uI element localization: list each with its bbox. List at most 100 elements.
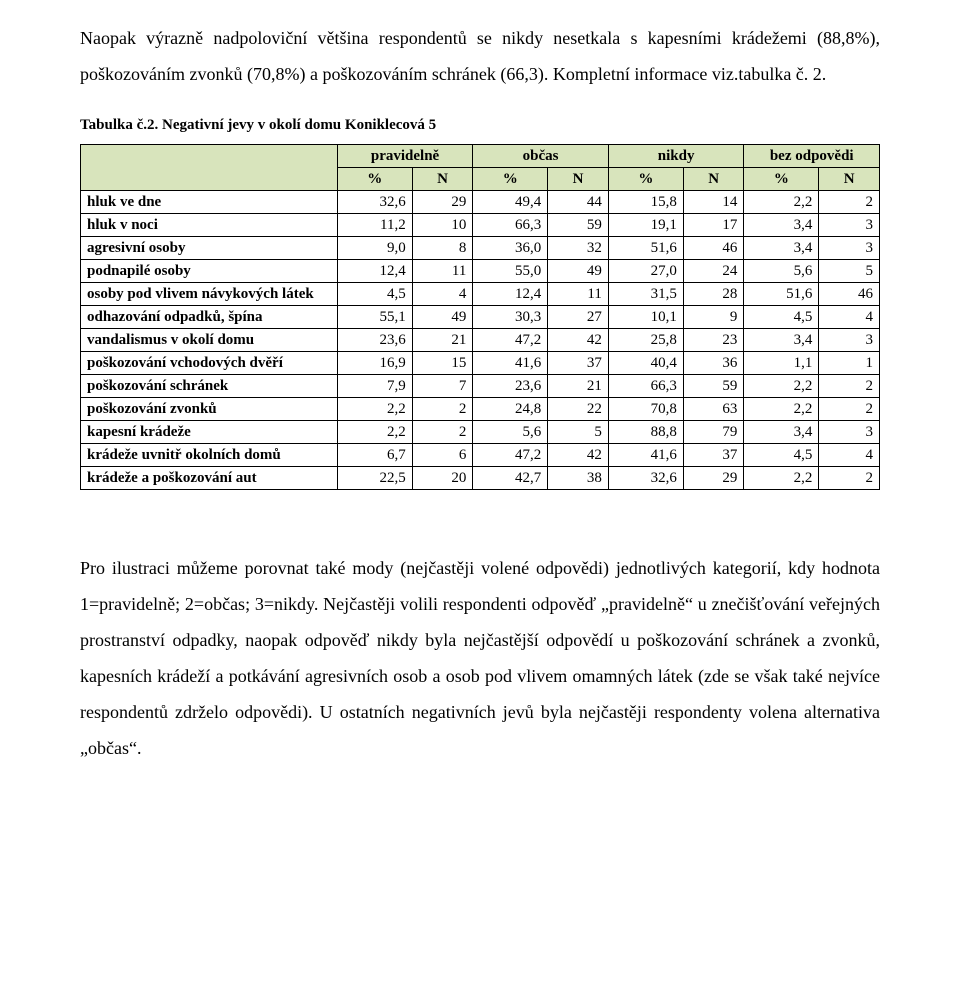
cell-value: 9 xyxy=(683,305,744,328)
row-label: hluk v noci xyxy=(81,213,338,236)
header-sub-6: % xyxy=(744,167,819,190)
row-label: poškozování vchodových dvěří xyxy=(81,351,338,374)
cell-value: 42 xyxy=(548,328,609,351)
cell-value: 12,4 xyxy=(473,282,548,305)
row-label: krádeže uvnitř okolních domů xyxy=(81,443,338,466)
cell-value: 2 xyxy=(819,466,880,489)
cell-value: 27,0 xyxy=(608,259,683,282)
cell-value: 47,2 xyxy=(473,443,548,466)
cell-value: 3 xyxy=(819,420,880,443)
cell-value: 24,8 xyxy=(473,397,548,420)
table-row: krádeže a poškozování aut22,52042,73832,… xyxy=(81,466,880,489)
cell-value: 40,4 xyxy=(608,351,683,374)
header-sub-1: N xyxy=(412,167,473,190)
table-row: poškozování zvonků2,2224,82270,8632,22 xyxy=(81,397,880,420)
cell-value: 6,7 xyxy=(337,443,412,466)
cell-value: 29 xyxy=(412,190,473,213)
cell-value: 16,9 xyxy=(337,351,412,374)
cell-value: 70,8 xyxy=(608,397,683,420)
header-sub-0: % xyxy=(337,167,412,190)
cell-value: 22,5 xyxy=(337,466,412,489)
row-label: podnapilé osoby xyxy=(81,259,338,282)
cell-value: 14 xyxy=(683,190,744,213)
row-label: odhazování odpadků, špína xyxy=(81,305,338,328)
cell-value: 23 xyxy=(683,328,744,351)
cell-value: 49 xyxy=(548,259,609,282)
cell-value: 22 xyxy=(548,397,609,420)
cell-value: 3,4 xyxy=(744,328,819,351)
table-row: krádeže uvnitř okolních domů6,7647,24241… xyxy=(81,443,880,466)
cell-value: 19,1 xyxy=(608,213,683,236)
cell-value: 4,5 xyxy=(744,443,819,466)
header-sub-5: N xyxy=(683,167,744,190)
cell-value: 2,2 xyxy=(744,374,819,397)
cell-value: 59 xyxy=(683,374,744,397)
document-page: Naopak výrazně nadpoloviční většina resp… xyxy=(0,0,960,983)
cell-value: 5,6 xyxy=(744,259,819,282)
cell-value: 88,8 xyxy=(608,420,683,443)
table-row: hluk ve dne32,62949,44415,8142,22 xyxy=(81,190,880,213)
cell-value: 15,8 xyxy=(608,190,683,213)
cell-value: 66,3 xyxy=(473,213,548,236)
cell-value: 21 xyxy=(548,374,609,397)
cell-value: 11 xyxy=(548,282,609,305)
cell-value: 4,5 xyxy=(744,305,819,328)
cell-value: 30,3 xyxy=(473,305,548,328)
cell-value: 37 xyxy=(683,443,744,466)
cell-value: 4 xyxy=(819,305,880,328)
table-row: hluk v noci11,21066,35919,1173,43 xyxy=(81,213,880,236)
cell-value: 2 xyxy=(412,397,473,420)
header-group-1: občas xyxy=(473,144,609,167)
intro-paragraph: Naopak výrazně nadpoloviční většina resp… xyxy=(80,20,880,92)
cell-value: 4 xyxy=(819,443,880,466)
cell-value: 1,1 xyxy=(744,351,819,374)
table-row: osoby pod vlivem návykových látek4,5412,… xyxy=(81,282,880,305)
cell-value: 42 xyxy=(548,443,609,466)
cell-value: 2 xyxy=(412,420,473,443)
table-header-row-1: pravidelně občas nikdy bez odpovědi xyxy=(81,144,880,167)
cell-value: 21 xyxy=(412,328,473,351)
cell-value: 5,6 xyxy=(473,420,548,443)
cell-value: 38 xyxy=(548,466,609,489)
cell-value: 32,6 xyxy=(608,466,683,489)
cell-value: 27 xyxy=(548,305,609,328)
table-row: vandalismus v okolí domu23,62147,24225,8… xyxy=(81,328,880,351)
cell-value: 46 xyxy=(683,236,744,259)
cell-value: 42,7 xyxy=(473,466,548,489)
cell-value: 2 xyxy=(819,374,880,397)
cell-value: 6 xyxy=(412,443,473,466)
cell-value: 2,2 xyxy=(337,420,412,443)
header-sub-4: % xyxy=(608,167,683,190)
cell-value: 66,3 xyxy=(608,374,683,397)
row-label: poškozování schránek xyxy=(81,374,338,397)
header-sub-7: N xyxy=(819,167,880,190)
cell-value: 4,5 xyxy=(337,282,412,305)
outro-paragraph: Pro ilustraci můžeme porovnat také mody … xyxy=(80,550,880,766)
table-row: poškozování schránek7,9723,62166,3592,22 xyxy=(81,374,880,397)
cell-value: 2,2 xyxy=(744,466,819,489)
cell-value: 3 xyxy=(819,328,880,351)
cell-value: 2 xyxy=(819,397,880,420)
cell-value: 3,4 xyxy=(744,420,819,443)
cell-value: 51,6 xyxy=(608,236,683,259)
cell-value: 46 xyxy=(819,282,880,305)
cell-value: 29 xyxy=(683,466,744,489)
cell-value: 2,2 xyxy=(744,397,819,420)
cell-value: 7,9 xyxy=(337,374,412,397)
cell-value: 41,6 xyxy=(473,351,548,374)
cell-value: 10 xyxy=(412,213,473,236)
cell-value: 20 xyxy=(412,466,473,489)
cell-value: 23,6 xyxy=(473,374,548,397)
table-row: agresivní osoby9,0836,03251,6463,43 xyxy=(81,236,880,259)
cell-value: 3,4 xyxy=(744,213,819,236)
cell-value: 63 xyxy=(683,397,744,420)
cell-value: 2,2 xyxy=(744,190,819,213)
cell-value: 32,6 xyxy=(337,190,412,213)
cell-value: 9,0 xyxy=(337,236,412,259)
table-row: kapesní krádeže2,225,6588,8793,43 xyxy=(81,420,880,443)
negative-events-table: pravidelně občas nikdy bez odpovědi % N … xyxy=(80,144,880,490)
cell-value: 12,4 xyxy=(337,259,412,282)
cell-value: 7 xyxy=(412,374,473,397)
cell-value: 32 xyxy=(548,236,609,259)
row-label: osoby pod vlivem návykových látek xyxy=(81,282,338,305)
